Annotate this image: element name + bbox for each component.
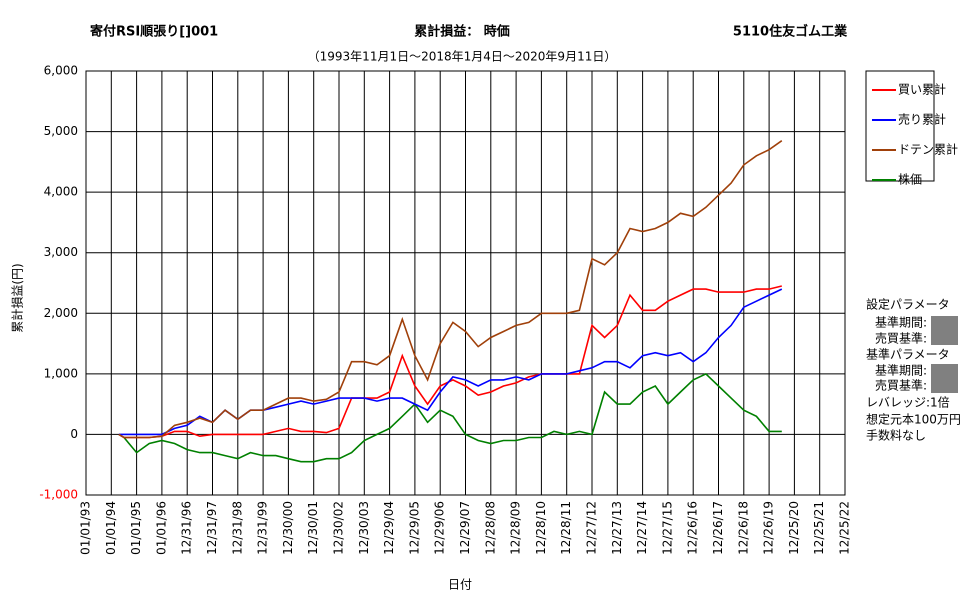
series-line	[118, 372, 782, 463]
chart-title: 寄付RSI順張り[]001	[90, 24, 218, 40]
x-tick-label: 12/30/03	[357, 501, 371, 555]
x-tick-label: 12/30/01	[306, 501, 320, 555]
x-tick-label: 12/31/96	[180, 501, 194, 555]
x-tick-label: 12/27/14	[635, 501, 649, 555]
annotation: レバレッジ:1倍	[866, 395, 950, 410]
x-tick-label: 12/25/22	[838, 501, 852, 555]
legend-label: 買い累計	[898, 82, 946, 97]
chart-subtitle-center: 累計損益： 時価	[414, 24, 510, 40]
annotation: 手数料なし	[866, 428, 926, 443]
x-tick-label: 12/27/15	[660, 501, 674, 555]
x-tick-label: 12/30/02	[332, 501, 346, 555]
x-tick-label: 12/29/07	[458, 501, 472, 555]
annotation: 基準期間:	[875, 315, 927, 330]
x-tick-label: 12/28/11	[559, 501, 573, 555]
x-axis-label: 日付	[448, 578, 472, 592]
x-tick-label: 12/29/06	[433, 501, 447, 555]
chart-subtitle: （1993年11月1日～2018年1月4日～2020年9月11日）	[308, 50, 617, 64]
y-axis-label: 累計損益(円)	[10, 263, 25, 332]
x-tick-label: 01/01/94	[104, 501, 118, 555]
x-tick-label: 12/30/00	[281, 501, 295, 555]
x-tick-label: 12/25/21	[812, 501, 826, 555]
chart-title-right: 5110住友ゴム工業	[733, 24, 848, 40]
y-tick-label: 2,000	[44, 306, 78, 320]
y-tick-label: 6,000	[44, 64, 78, 78]
x-tick-label: 12/31/98	[230, 501, 244, 555]
x-tick-label: 12/26/18	[736, 501, 750, 555]
x-tick-label: 12/26/19	[762, 501, 776, 555]
x-tick-label: 12/28/09	[509, 501, 523, 555]
hidden-value	[931, 364, 958, 393]
x-tick-label: 12/31/97	[205, 501, 219, 555]
x-tick-label: 01/01/93	[79, 501, 93, 555]
x-tick-label: 12/29/04	[382, 501, 396, 555]
x-tick-label: 12/27/12	[585, 501, 599, 555]
x-tick-label: 12/26/16	[686, 501, 700, 555]
legend-label: 株価	[898, 172, 922, 187]
annotation: 売買基準:	[875, 378, 927, 393]
y-tick-label: -1,000	[39, 488, 78, 502]
x-tick-label: 12/26/17	[711, 501, 725, 555]
x-tick-label: 01/01/95	[129, 501, 143, 555]
y-tick-label: 1,000	[44, 366, 78, 380]
x-tick-label: 12/25/20	[787, 501, 801, 555]
x-tick-label: 12/29/05	[407, 501, 421, 555]
y-tick-label: 3,000	[44, 245, 78, 259]
series-line	[118, 285, 782, 439]
annotation: 想定元本100万円	[866, 412, 961, 427]
legend-label: 売り累計	[898, 112, 946, 127]
series-line	[118, 140, 783, 439]
y-tick-label: 4,000	[44, 185, 78, 199]
x-tick-label: 12/28/10	[534, 501, 548, 555]
hidden-value	[931, 316, 958, 345]
legend-label: ドテン累計	[898, 142, 958, 157]
annotation: 基準期間:	[875, 363, 927, 378]
annotation: 設定パラメータ	[866, 297, 950, 312]
y-tick-label: 0	[70, 427, 78, 441]
annotation: 売買基準:	[875, 331, 927, 346]
annotation: 基準パラメータ	[866, 347, 950, 362]
x-tick-label: 12/27/13	[610, 501, 624, 555]
x-tick-label: 12/31/99	[256, 501, 270, 555]
x-tick-label: 01/01/96	[154, 501, 168, 555]
y-tick-label: 5,000	[44, 124, 78, 138]
x-tick-label: 12/28/08	[483, 501, 497, 555]
